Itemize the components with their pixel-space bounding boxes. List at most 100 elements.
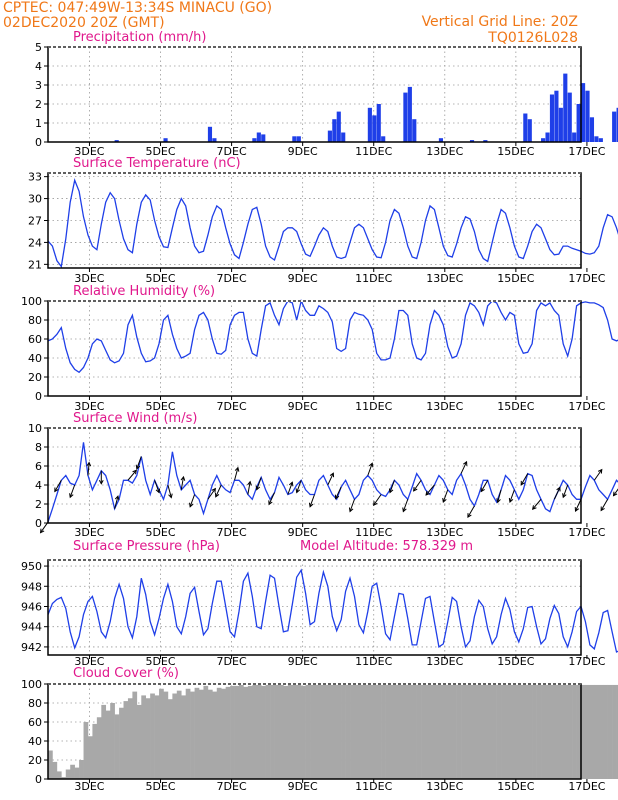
cloud-bar: [278, 684, 284, 779]
cloud-bar: [434, 684, 440, 779]
wind-arrow-head: [288, 481, 294, 487]
y-tick-label: 0: [35, 390, 42, 403]
wind-arrow: [402, 499, 409, 512]
wind-arrow-head: [98, 480, 104, 485]
cloud-bar: [403, 684, 409, 779]
wind-arrow-head: [463, 460, 468, 466]
x-tick-label: 3DEC: [74, 400, 104, 413]
cloud-bar: [265, 684, 271, 779]
cloud-bar: [101, 704, 107, 779]
y-tick-label: 20: [28, 371, 42, 384]
header-date: 02DEC2020 20Z (GMT): [3, 15, 165, 31]
precip-bar: [341, 132, 346, 142]
cloud-bar: [83, 722, 89, 779]
cloud-bar: [136, 704, 142, 779]
wind-arrow-head: [373, 501, 378, 507]
precip-bar: [576, 104, 581, 142]
cloud-bar: [79, 760, 84, 779]
y-tick-label: 30: [28, 193, 42, 206]
wind-arrow-head: [388, 488, 394, 494]
cloud-bar: [110, 703, 115, 779]
precip-bar: [558, 107, 563, 142]
cloud-bar: [558, 684, 564, 779]
wind-arrow: [234, 467, 239, 481]
cloud-bar: [385, 684, 391, 779]
precip-bar: [572, 132, 577, 142]
cloud-bar: [487, 684, 493, 779]
precip-bar: [554, 90, 559, 142]
wind-arrow: [114, 496, 119, 509]
wind-arrow: [373, 494, 382, 506]
wind-arrow-head: [562, 493, 567, 499]
precip-bar: [292, 136, 297, 142]
cloud-bar: [327, 684, 333, 779]
y-tick-label: 4: [35, 60, 42, 73]
panel-subtitle: Model Altitude: 578.329 m: [300, 539, 473, 554]
wind-arrow-head: [214, 492, 220, 498]
cloud-bar: [207, 689, 213, 779]
y-tick-label: 33: [28, 171, 42, 184]
y-tick-label: 80: [28, 314, 42, 327]
wind-arrow-head: [520, 480, 525, 486]
cloud-bar: [394, 684, 400, 779]
y-tick-label: 950: [21, 560, 42, 573]
cloud-bar: [425, 684, 431, 779]
precip-bar: [412, 119, 417, 142]
x-tick-label: 7DEC: [217, 272, 247, 285]
cloud-bar: [501, 684, 506, 779]
temperature-line: [47, 178, 618, 269]
cloud-bar: [287, 684, 293, 779]
panel-frame: [47, 46, 582, 143]
precip-bar: [589, 117, 595, 142]
cloud-bar: [296, 684, 302, 779]
precip-bar: [483, 140, 488, 142]
cloud-bar: [225, 686, 231, 779]
cloud-bar: [541, 684, 546, 779]
wind-arrow-head: [329, 472, 335, 478]
cloud-bar: [345, 684, 351, 779]
panel-title: Relative Humidity (%): [73, 284, 215, 299]
wind-arrow: [40, 521, 49, 533]
cloud-bar: [416, 684, 422, 779]
cloud-bar: [243, 686, 249, 779]
cloud-bar: [398, 684, 404, 779]
panel-temperature: Surface Temperature (nC) 21 24 27 30 33 3DEC 5D…: [28, 156, 618, 285]
precip-bar: [332, 119, 337, 142]
cloud-bar: [567, 684, 573, 779]
wind-arrow-head: [39, 528, 45, 534]
x-tick-label: 17DEC: [568, 272, 605, 285]
precip-bar: [336, 111, 341, 142]
x-tick-label: 11DEC: [355, 780, 392, 793]
cloud-bar: [545, 684, 551, 779]
x-tick-label: 13DEC: [426, 655, 463, 668]
cloud-bar: [612, 684, 617, 779]
wind-arrow-head: [54, 487, 59, 493]
x-tick-label: 9DEC: [288, 145, 318, 158]
precip-bar: [327, 130, 332, 142]
wind-arrow: [480, 480, 489, 492]
x-tick-label: 5DEC: [145, 272, 175, 285]
cloud-bar: [181, 695, 186, 779]
precip-bar: [567, 92, 572, 142]
cloud-bar: [447, 684, 453, 779]
y-tick-label: 5: [35, 41, 42, 54]
wind-arrow-head: [556, 486, 561, 492]
wind-arrow: [562, 484, 569, 498]
wind-arrow-head: [295, 488, 301, 494]
wind-arrow: [442, 489, 449, 503]
cloud-bar: [123, 701, 129, 779]
precip-bar: [212, 138, 217, 142]
precip-bar: [598, 138, 603, 142]
panel-title: Surface Wind (m/s): [73, 411, 197, 426]
precip-bar: [469, 140, 475, 142]
cloud-bar: [163, 691, 169, 779]
precip-bar: [549, 94, 555, 142]
precip-bar: [438, 138, 444, 142]
cloud-bar: [172, 693, 178, 779]
cloud-bar: [407, 684, 413, 779]
cloud-bar: [105, 710, 111, 779]
panel-precip: Precipitation (mm/h) 0 1 2 3 4 5 3DEC 5DEC 7DEC 9D…: [35, 30, 618, 158]
x-tick-label: 3DEC: [74, 780, 104, 793]
wind-arrow: [497, 489, 502, 503]
